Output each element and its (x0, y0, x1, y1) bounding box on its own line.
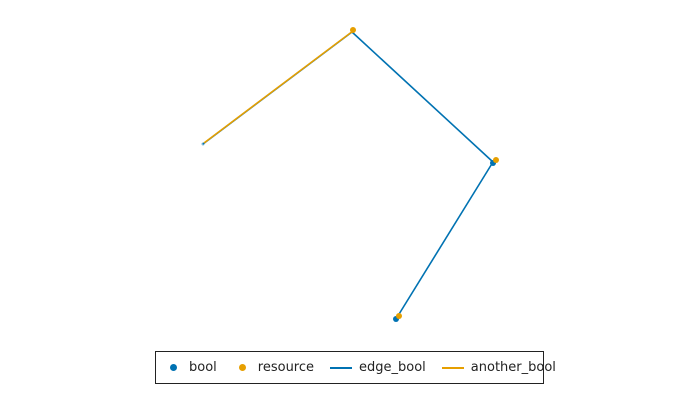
legend-marker-edge-bool (330, 366, 353, 369)
edge-bool-edge-3 (395, 161, 494, 320)
another-bool-edge-1 (203, 30, 354, 144)
legend-label-another-bool: another_bool (470, 360, 556, 375)
resource-node-2 (493, 157, 499, 163)
legend-item-bool: bool (170, 360, 217, 375)
legend-label-resource: resource (257, 360, 315, 375)
legend-marker-another-bool (441, 366, 464, 369)
legend-label-bool: bool (189, 360, 217, 375)
legend: bool resource edge_bool another_bool (155, 351, 556, 384)
resource-node-3 (396, 313, 402, 319)
legend-marker-bool (170, 364, 177, 371)
bool-node-1 (201, 142, 205, 146)
legend-label-edge-bool: edge_bool (359, 360, 426, 375)
legend-marker-resource (238, 364, 246, 371)
legend-item-resource: resource (238, 360, 315, 375)
edge-bool-edge-2 (351, 31, 494, 163)
legend-item-another-bool: another_bool (441, 360, 556, 375)
legend-item-edge-bool: edge_bool (330, 360, 426, 375)
resource-node-1 (350, 27, 356, 33)
